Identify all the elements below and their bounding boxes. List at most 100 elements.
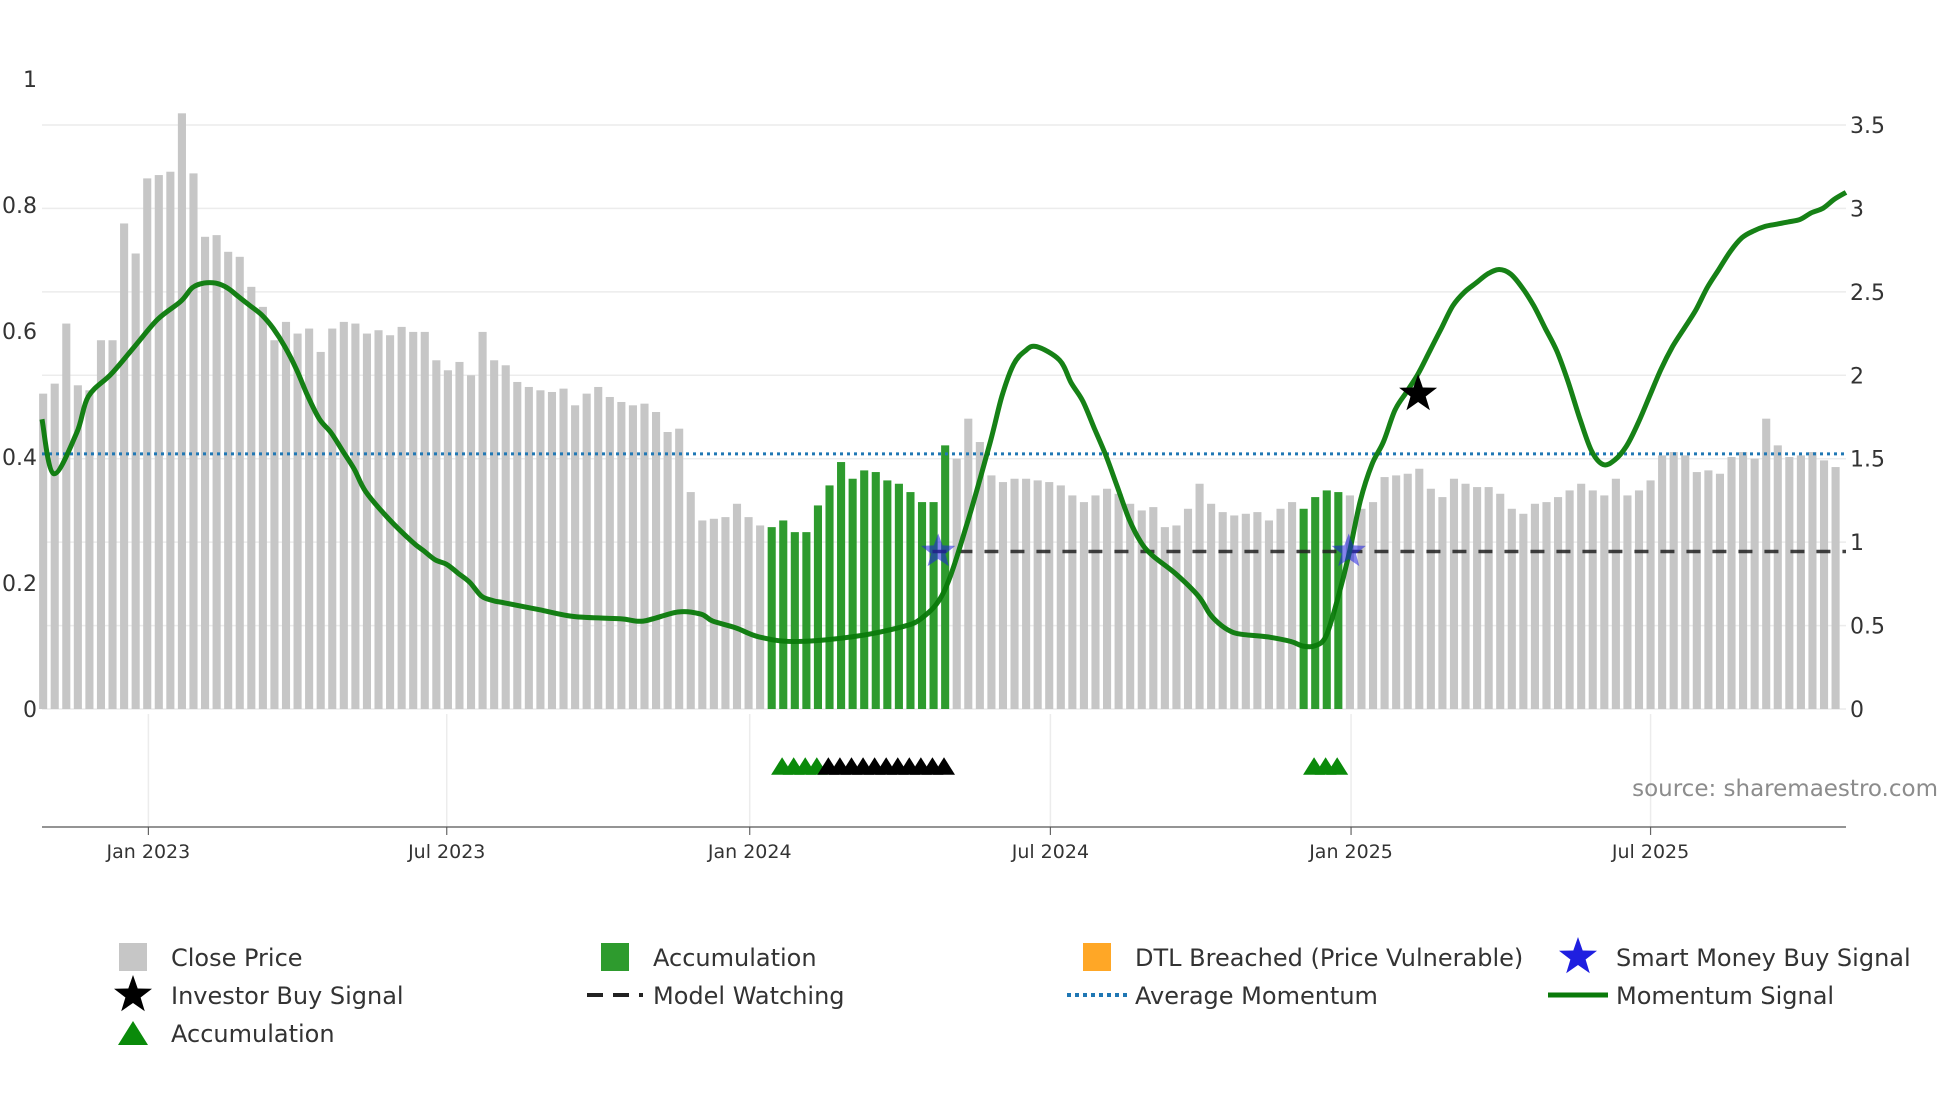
price-bar [1311,497,1320,709]
price-bar [709,518,718,709]
price-bar [39,393,48,709]
legend-label: Investor Buy Signal [171,982,404,1010]
x-tick-label: Jul 2024 [1011,841,1089,863]
legend-swatch [1083,943,1111,971]
legend-star [1559,937,1597,974]
price-bar [397,326,406,709]
price-bar [617,401,626,709]
price-bar [906,492,915,709]
right-tick-label: 1.5 [1850,448,1885,473]
price-bar [732,503,742,709]
price-bar [1715,473,1724,709]
price-bar [305,328,314,709]
price-bar [790,532,799,709]
price-bar [1634,490,1644,709]
price-bar [848,478,857,709]
price-bar [212,235,221,709]
price-bar [281,321,291,709]
price-bar [1299,508,1308,709]
price-bar [316,351,325,709]
price-bar [802,532,811,709]
right-tick-label: 3 [1850,197,1864,222]
price-bar [1068,495,1077,709]
price-bar [62,323,71,709]
price-bar [490,360,499,709]
price-bar [1241,513,1250,709]
price-bar [1658,455,1667,709]
price-bar [987,475,996,709]
price-bar [825,485,834,709]
price-bar [1345,495,1354,709]
price-bar [1022,478,1031,709]
price-bar [1322,490,1331,709]
price-bar [1207,503,1216,709]
accumulation-marker [1326,757,1349,775]
price-bar [96,340,106,709]
price-bar [640,403,649,709]
price-bar [964,418,973,709]
price-bar [1530,503,1539,709]
price-bar [1114,493,1123,709]
price-bar [154,175,163,710]
price-bar [362,333,371,709]
price-bar [1739,452,1748,709]
price-bar [1126,503,1135,709]
right-tick-label: 1 [1850,531,1864,556]
price-bar [1611,478,1620,709]
price-bar [1392,475,1401,709]
price-bar [663,432,672,709]
x-tick-label: Jan 2024 [707,841,792,863]
price-bar [871,472,880,709]
price-bar [536,390,545,709]
price-bar [1808,452,1817,709]
price-bar [1496,493,1505,709]
x-tick-label: Jul 2025 [1611,841,1689,863]
price-bar [501,365,510,709]
investor-marker [933,757,955,775]
price-bar [374,330,383,709]
price-bar [975,442,984,709]
price-bar [1438,497,1447,709]
x-tick-label: Jan 2023 [106,841,191,863]
price-bar [1357,508,1366,709]
lines [39,190,1848,650]
price-bar [756,525,765,709]
price-bar [1253,512,1262,709]
right-tick-label: 0 [1850,698,1864,723]
legend-label: Model Watching [653,982,845,1010]
right-tick-label: 2 [1850,364,1864,389]
price-bar [1554,497,1563,709]
price-bar [1484,487,1493,709]
bars [39,113,1840,710]
price-bar [1623,495,1632,709]
price-bar [571,405,580,709]
price-bar [1160,527,1169,709]
price-bar [941,445,950,709]
price-bar [1542,502,1551,709]
price-bar [1750,458,1759,709]
price-bar [744,517,753,709]
price-bar [235,256,244,709]
price-bar [952,458,961,709]
price-bar [455,361,464,709]
price-bar [1183,508,1193,709]
price-bar [1288,502,1297,709]
left-tick-label: 0 [23,698,37,723]
price-bar [1276,508,1285,709]
price-bar [420,331,429,709]
price-bar [594,386,603,709]
price-bar [201,236,210,709]
price-bar [166,171,175,710]
price-bar [339,321,348,709]
price-bar [1704,470,1713,709]
price-bar [1415,468,1424,709]
momentum-line [39,190,1848,650]
legend-triangle [118,1021,148,1045]
left-tick-label: 0.4 [2,446,37,471]
price-bar [837,462,846,709]
price-bar [1449,478,1459,709]
price-bar [813,505,822,709]
price-bar [1033,480,1042,709]
price-bar [1218,512,1227,709]
price-bar [894,483,903,709]
